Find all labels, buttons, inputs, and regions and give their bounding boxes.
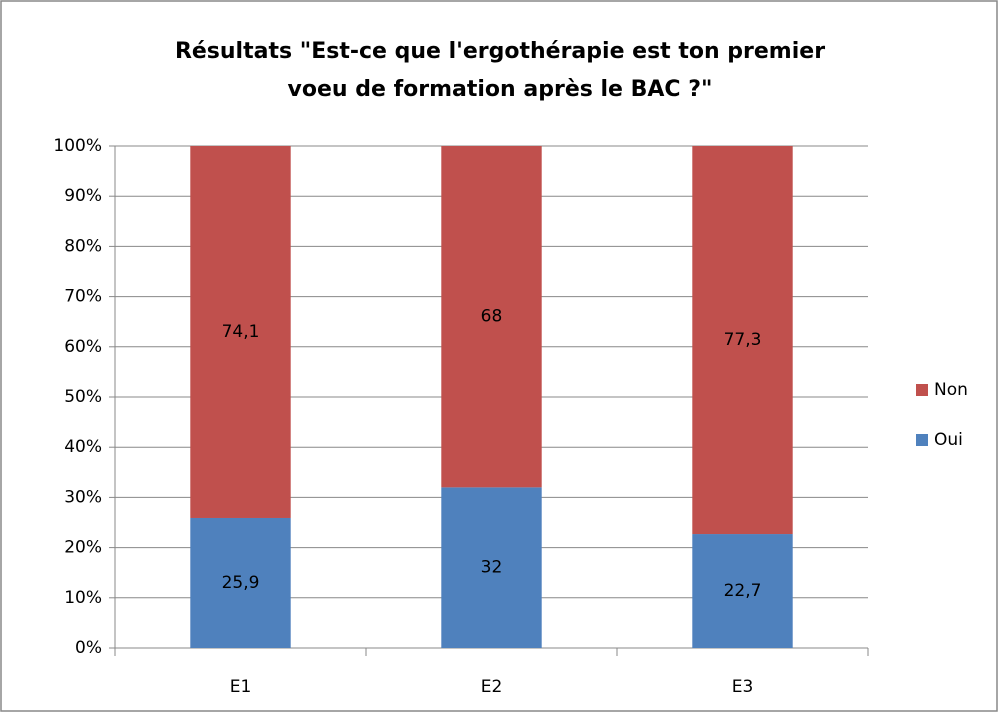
y-tick-label: 10%: [64, 588, 102, 608]
y-tick-label: 50%: [64, 387, 102, 407]
x-tick-label: E2: [481, 677, 503, 697]
legend-label: Non: [934, 380, 968, 400]
y-tick-label: 60%: [64, 337, 102, 357]
bar-segment: [692, 534, 793, 648]
bar-segment: [190, 146, 291, 518]
x-tick-label: E3: [732, 677, 754, 697]
legend-swatch: [916, 434, 928, 446]
data-label: 22,7: [724, 581, 762, 601]
y-tick-label: 0%: [75, 638, 102, 658]
y-tick-label: 90%: [64, 186, 102, 206]
data-label: 68: [481, 307, 503, 327]
chart-title: Résultats "Est-ce que l'ergothérapie est…: [175, 39, 825, 64]
data-label: 74,1: [222, 322, 260, 342]
bar-segment: [441, 487, 542, 648]
chart-title: voeu de formation après le BAC ?": [288, 77, 713, 102]
data-label: 77,3: [724, 330, 762, 350]
y-tick-label: 40%: [64, 437, 102, 457]
x-tick-label: E1: [230, 677, 252, 697]
y-tick-label: 100%: [53, 136, 102, 156]
bar-segment: [441, 146, 542, 488]
legend-swatch: [916, 384, 928, 396]
data-label: 25,9: [222, 573, 260, 593]
y-tick-label: 70%: [64, 287, 102, 307]
y-tick-label: 30%: [64, 487, 102, 507]
y-tick-label: 80%: [64, 236, 102, 256]
bar-segment: [190, 517, 291, 648]
legend-label: Oui: [934, 430, 963, 450]
data-label: 32: [481, 558, 503, 578]
bar-segment: [692, 146, 793, 535]
y-tick-label: 20%: [64, 538, 102, 558]
